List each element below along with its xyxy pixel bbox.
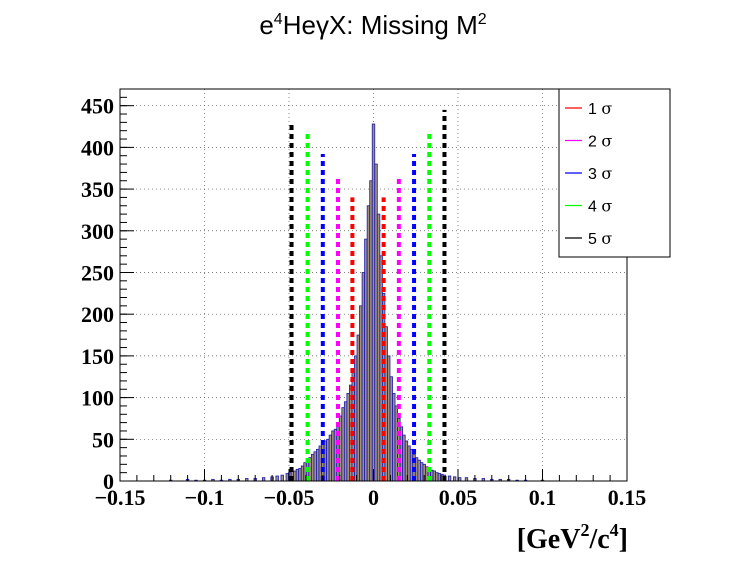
x-axis-label: [GeV2/c4] [517, 520, 628, 555]
y-tick-labels: 0 50 100 150 200 250 300 350 400 450 [81, 94, 114, 494]
histogram-bin [458, 477, 462, 482]
legend-label: 4 σ [588, 197, 612, 216]
y-tick-label: 50 [92, 427, 114, 452]
legend-label-number: 2 [588, 134, 601, 151]
y-tick-label: 0 [103, 469, 114, 494]
y-tick-label: 150 [81, 344, 114, 369]
histogram-bin [447, 475, 452, 482]
title-sup2: 2 [478, 11, 487, 28]
legend-label-sigma: σ [601, 197, 612, 216]
legend: 1 σ2 σ3 σ4 σ5 σ [558, 88, 671, 258]
legend-label: 3 σ [588, 164, 612, 183]
y-tick-label: 350 [81, 177, 114, 202]
xlabel-sup2: 4 [610, 520, 619, 540]
x-tick-label: −0.15 [94, 485, 145, 510]
legend-label-sigma: σ [601, 229, 612, 248]
xlabel-close: ] [619, 524, 628, 555]
x-tick-label: 0.05 [439, 485, 478, 510]
histogram-bin [464, 477, 469, 482]
histogram-bars [169, 123, 545, 482]
histogram-bin [452, 476, 457, 482]
y-tick-label: 250 [81, 260, 114, 285]
x-tick-label: 0 [368, 485, 379, 510]
x-tick-label: −0.05 [263, 485, 314, 510]
title-part-post: HeγX: Missing M [283, 10, 478, 40]
legend-label-number: 5 [588, 231, 601, 248]
legend-label-sigma: σ [601, 132, 612, 151]
y-tick-label: 400 [81, 135, 114, 160]
y-tick-label: 300 [81, 219, 114, 244]
histogram-bin [261, 477, 266, 482]
y-tick-label: 450 [81, 94, 114, 119]
axis-ticks [119, 88, 628, 482]
x-tick-label: −0.1 [184, 485, 224, 510]
legend-label: 2 σ [588, 132, 612, 151]
legend-label-number: 4 [588, 199, 601, 216]
y-tick-label: 200 [81, 302, 114, 327]
x-tick-label: 0.15 [608, 485, 647, 510]
legend-label: 5 σ [588, 229, 612, 248]
histogram-bin [280, 474, 284, 482]
title-sup: 4 [274, 11, 283, 28]
xlabel-mid: /c [588, 524, 609, 555]
legend-label-number: 1 [588, 101, 601, 118]
legend-label: 1 σ [588, 99, 612, 118]
x-tick-labels: −0.15 −0.1 −0.05 0 0.05 0.1 0.15 [94, 485, 646, 510]
histogram-bin [275, 475, 279, 482]
xlabel-open: [GeV [517, 524, 581, 555]
y-tick-label: 100 [81, 386, 114, 411]
x-tick-label: 0.1 [529, 485, 557, 510]
xlabel-sup1: 2 [580, 520, 589, 540]
title-part-pre: e [259, 10, 273, 40]
legend-label-sigma: σ [601, 99, 612, 118]
sigma-lines [289, 109, 447, 481]
legend-label-sigma: σ [601, 164, 612, 183]
legend-label-number: 3 [588, 166, 601, 183]
chart-title: e4HeγX: Missing M2 [259, 10, 486, 40]
